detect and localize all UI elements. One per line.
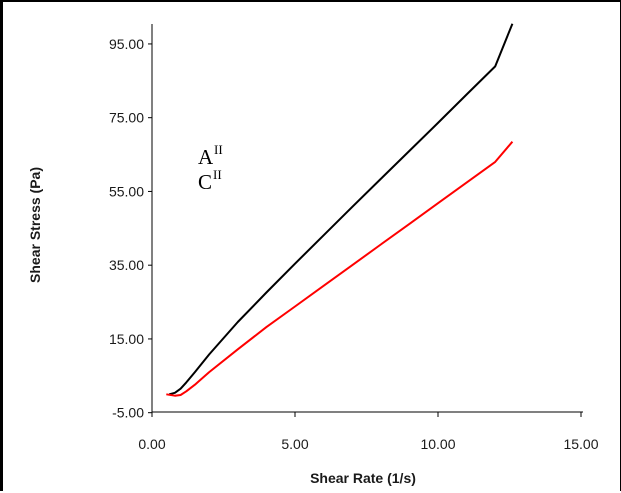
series-line-red: [166, 141, 514, 397]
y-tick-label: -5.00: [112, 405, 144, 421]
x-tick-label: 0.00: [138, 436, 165, 452]
y-tick-label: 75.00: [109, 110, 144, 126]
y-axis-title: Shear Stress (Pa): [27, 167, 43, 283]
x-tick-label: 15.00: [563, 436, 598, 452]
chart-svg: -5.00 15.00 35.00 55.00 75.00 95.00 0.00 5.00 1…: [27, 23, 599, 486]
annotation-c-sup: II: [213, 167, 222, 182]
annotation-a-sup: II: [214, 142, 223, 157]
y-tick-label: 35.00: [109, 257, 144, 273]
y-tick-label: 55.00: [109, 183, 144, 199]
x-axis-title: Shear Rate (1/s): [310, 470, 416, 486]
y-tick-label: 15.00: [109, 331, 144, 347]
annotation-c-base: C: [198, 170, 212, 194]
y-tick-label: 95.00: [109, 36, 144, 52]
annotation-a-base: A: [198, 145, 214, 169]
x-tick-label: 10.00: [420, 436, 455, 452]
annotation-c: C II: [198, 167, 222, 194]
series-line-black: [168, 23, 514, 396]
annotation-a: A II: [198, 142, 223, 169]
x-tick-label: 5.00: [281, 436, 308, 452]
